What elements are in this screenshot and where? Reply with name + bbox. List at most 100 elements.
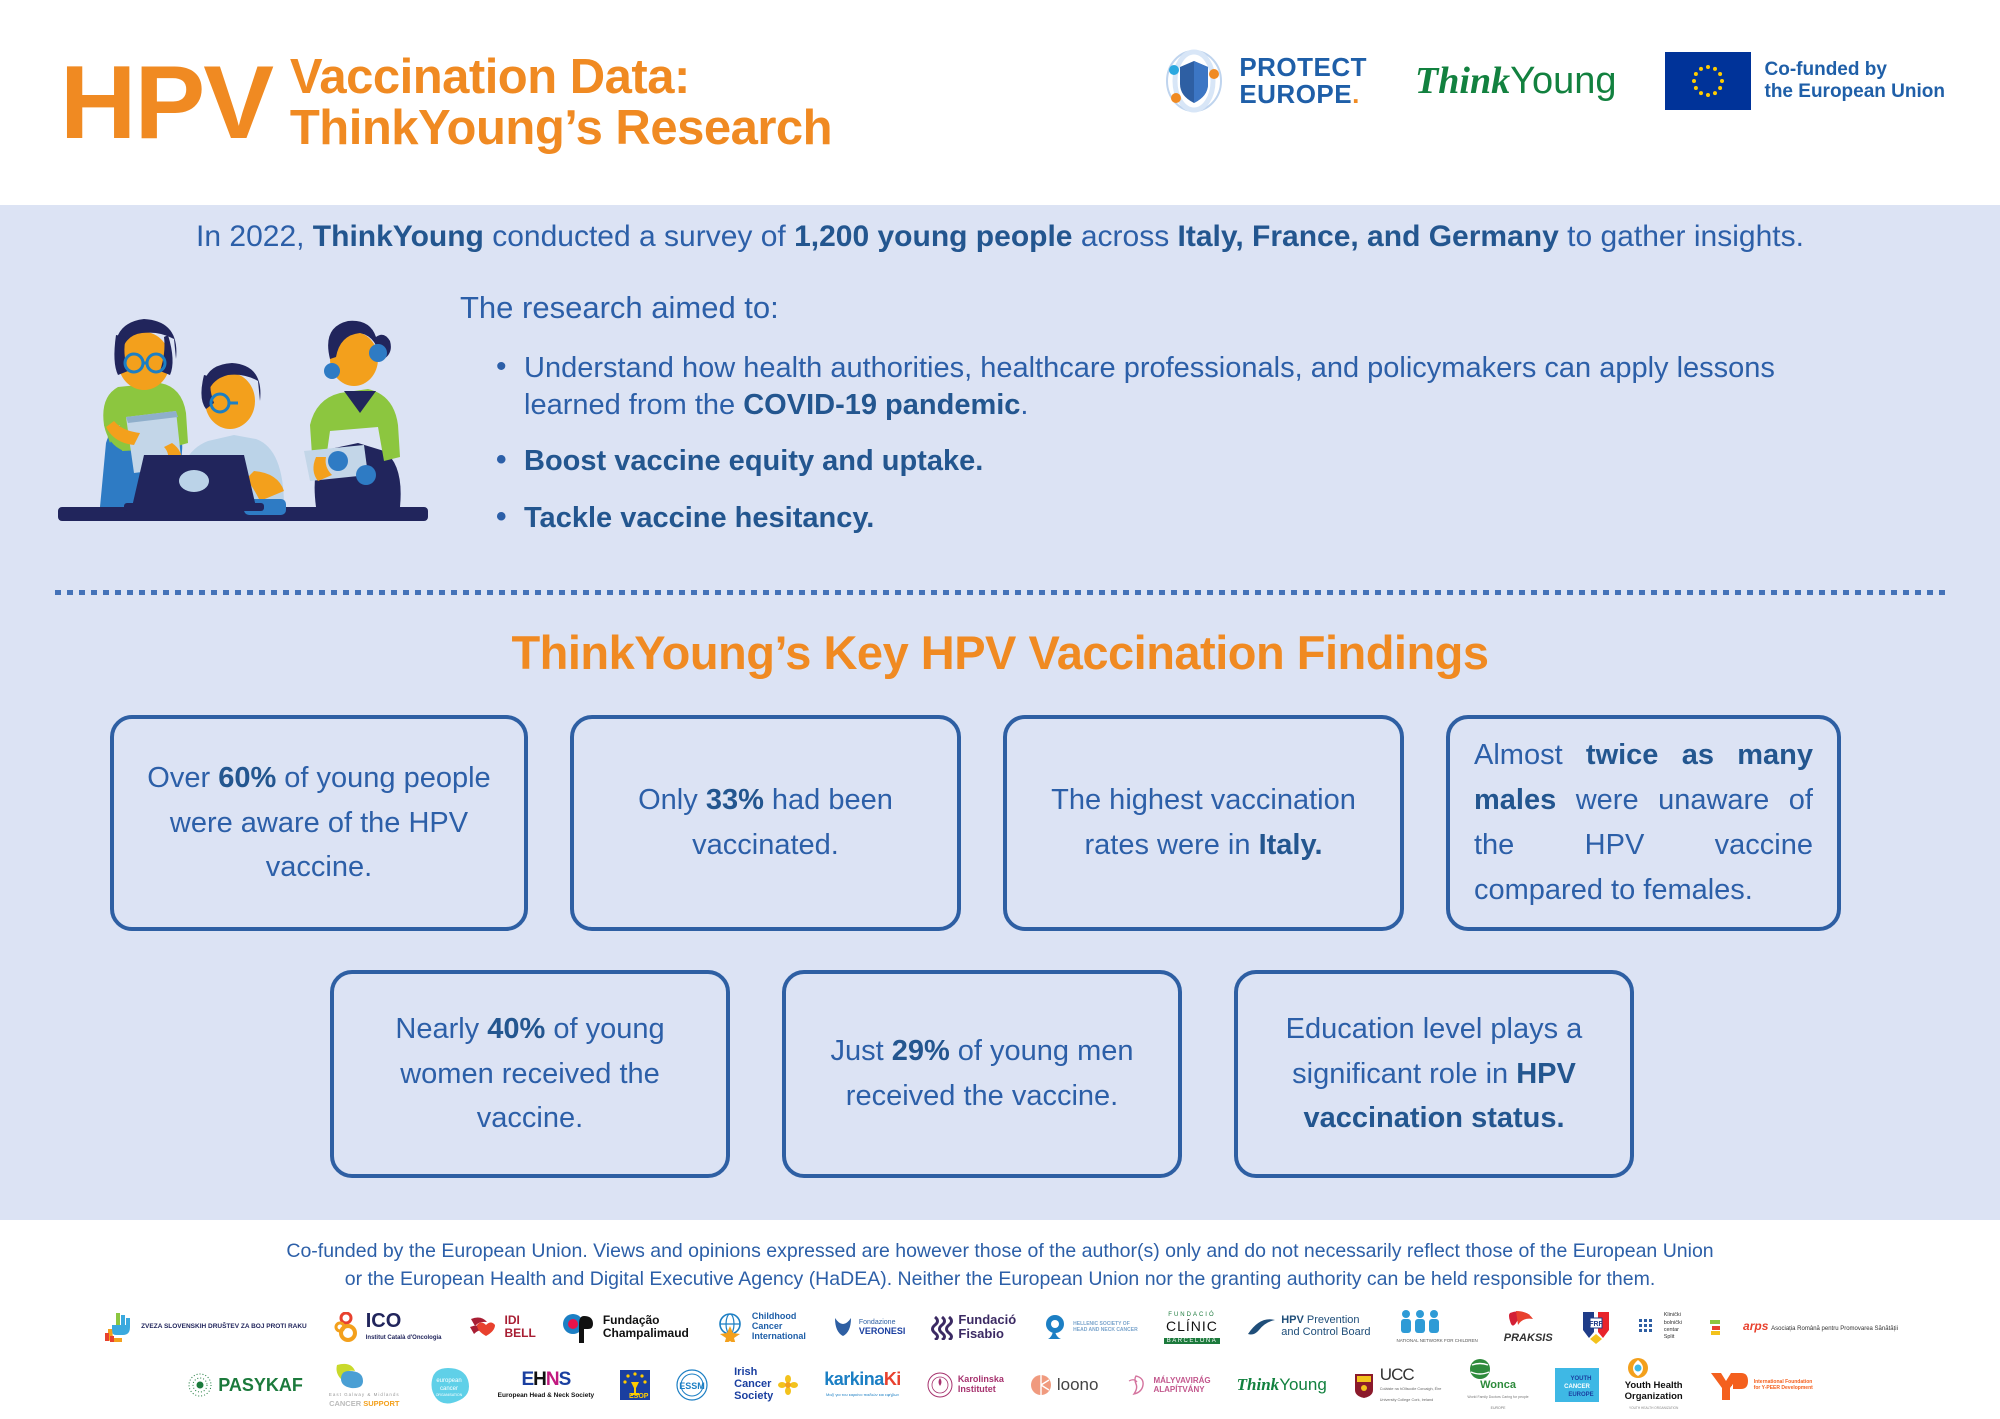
partner-label-ucc: UCC Coláiste na hOllscoile Corcaigh, Éir… [1379, 1364, 1442, 1402]
title-line-2: ThinkYoung’s Research [289, 100, 833, 155]
partner-logo-galway-cancer-support: East Galway & Midlands CANCER SUPPORT [329, 1360, 400, 1410]
youth-cancer-europe-icon: YOUTH CANCER EUROPE [1554, 1368, 1599, 1402]
aim-item-1: Understand how health authorities, healt… [492, 348, 1860, 423]
partner-logo-nnc: NATIONAL NETWORK FOR CHILDREN [1397, 1302, 1478, 1352]
finding-card-men-29: Just 29% of young men received the vacci… [782, 970, 1182, 1178]
partner-label-malyvavirag: MÁLYVAVIRÁG ALAPÍTVÁNY [1153, 1375, 1211, 1394]
champalimaud-cf-icon [562, 1311, 598, 1343]
partner-logo-row-2: PASYKAF East Galway & Midlands CANCER SU… [0, 1356, 2000, 1414]
idibell-swirl-icon [468, 1313, 500, 1341]
partner-logo-idibell: IDI BELL [468, 1302, 536, 1352]
findings-heading: ThinkYoung’s Key HPV Vaccination Finding… [511, 626, 1489, 679]
page-title: HPV Vaccination Data: ThinkYoung’s Resea… [59, 44, 833, 161]
title-hpv: HPV [59, 44, 274, 161]
disclaimer-line-1: Co-funded by the European Union. Views a… [286, 1240, 1714, 1262]
partner-logo-yce: YOUTH CANCER EUROPE [1554, 1360, 1599, 1410]
globe-star-icon [715, 1312, 747, 1342]
partner-logos: ZVEZA SLOVENSKIH DRUŠTEV ZA BOJ PROTI RA… [0, 1298, 2000, 1414]
daffodil-icon [778, 1375, 799, 1395]
aim-item-2: Boost vaccine equity and uptake. [492, 441, 1860, 480]
veronesi-v-icon [832, 1315, 854, 1339]
karolinska-seal-icon [927, 1372, 953, 1398]
finding-card-italy: The highest vaccination rates were in It… [1003, 715, 1404, 931]
frf-ribbon-icon: FRF [1579, 1310, 1613, 1344]
partner-logo-pasykaf: PASYKAF [187, 1360, 303, 1410]
intro-paragraph: In 2022, ThinkYoung conducted a survey o… [196, 220, 1804, 253]
partner-logo-ico: ICO Institut Català d'Oncologia [333, 1302, 442, 1352]
essm-seal-icon: ESSM [676, 1369, 708, 1401]
header-logos: PROTECT EUROPE. ThinkYoung [1161, 48, 1945, 114]
kbc-grid-icon [1638, 1319, 1659, 1335]
partner-logo-zveza: ZVEZA SLOVENSKIH DRUŠTEV ZA BOJ PROTI RA… [102, 1302, 307, 1352]
partner-logo-esop: ESOP [620, 1360, 651, 1410]
pasykaf-burst-icon [187, 1372, 213, 1398]
footer: Co-funded by the European Union. Views a… [0, 1220, 2000, 1419]
ucc-crest-icon [1353, 1372, 1375, 1398]
title-line-1: Vaccination Data: [289, 49, 690, 104]
shield-icon [1161, 48, 1227, 114]
partner-logo-karolinska: Karolinska Institutet [927, 1360, 1004, 1410]
main-content: In 2022, ThinkYoung conducted a survey o… [0, 205, 2000, 1220]
partner-logo-irish-cancer-society: Irish Cancer Society [734, 1360, 799, 1410]
eu-flag-icon [1664, 52, 1751, 110]
partner-logo-eco: european cancer ORGANISATION [426, 1360, 472, 1410]
partner-label-champalimaud: Fundação Champalimaud [602, 1312, 689, 1340]
partner-logo-praksis: PRAKSIS [1504, 1302, 1553, 1352]
research-aims: The research aimed to: Understand how he… [460, 290, 1860, 556]
header: HPV Vaccination Data: ThinkYoung’s Resea… [0, 0, 2000, 205]
malyvavirag-flower-icon [1124, 1373, 1148, 1397]
partner-label-karkinaki: karkinaKi Μαζί για του καρκίνο παιδιών κ… [824, 1369, 901, 1398]
partner-logo-yho: Youth Health Organization YOUTH HEALTH OR… [1625, 1357, 1683, 1413]
partner-label-veronesi: Fondazione VERONESI [858, 1318, 906, 1336]
eco-blob-icon: european cancer ORGANISATION [426, 1366, 472, 1404]
protect-europe-line2: EUROPE. [1239, 79, 1360, 109]
partner-logo-thinkyoung-footer: ThinkYoung [1237, 1360, 1327, 1410]
partner-label-zveza: ZVEZA SLOVENSKIH DRUŠTEV ZA BOJ PROTI RA… [141, 1322, 307, 1330]
partner-logo-ypeer: International Foundation for Y-PEER Devel… [1709, 1360, 1813, 1410]
partner-logo-veronesi: Fondazione VERONESI [832, 1302, 906, 1352]
partner-logo-karkinaki: karkinaKi Μαζί για του καρκίνο παιδιών κ… [824, 1360, 901, 1410]
eu-text-line1: Co-funded by [1764, 58, 1887, 80]
svg-text:european: european [436, 1378, 461, 1384]
partner-label-karolinska: Karolinska Institutet [957, 1374, 1004, 1394]
partner-label-yho: Youth Health Organization YOUTH HEALTH OR… [1625, 1357, 1683, 1413]
svg-text:ORGANISATION: ORGANISATION [435, 1393, 462, 1397]
partner-label-thinkyoung: ThinkYoung [1236, 1375, 1327, 1395]
partner-label-kbc-split: Klinički bolnički centar Split [1663, 1312, 1683, 1341]
loono-circle-icon [1030, 1374, 1052, 1396]
partner-logo-arps: arps Asociația Română pentru Promovarea … [1708, 1302, 1898, 1352]
fisabio-waves-icon [931, 1314, 954, 1340]
partner-logo-hpv-board: HPV Prevention and Control Board [1246, 1302, 1371, 1352]
partner-label-arps: arps Asociația Română pentru Promovarea … [1743, 1319, 1898, 1334]
partner-label-galway: East Galway & Midlands CANCER SUPPORT [329, 1361, 400, 1410]
partner-label-ypeer: International Foundation for Y-PEER Devel… [1753, 1379, 1813, 1391]
hshnc-head-icon [1042, 1313, 1068, 1341]
partner-label-irish: Irish Cancer Society [734, 1366, 774, 1402]
aim-item-3: Tackle vaccine hesitancy. [492, 498, 1860, 537]
esop-flag-icon: ESOP [620, 1370, 651, 1400]
partner-logo-kbc-split: Klinički bolnički centar Split [1638, 1302, 1683, 1352]
partner-logo-frf: FRF [1579, 1302, 1613, 1352]
partner-label-hshnc: HELLENIC SOCIETY OF HEAD AND NECK CANCER [1073, 1321, 1138, 1333]
svg-text:CANCER: CANCER [1564, 1384, 1590, 1390]
svg-text:ESSM: ESSM [679, 1381, 705, 1391]
partner-label-ehns: EHNS European Head & Neck Society [497, 1368, 595, 1399]
eu-text-line2: the European Union [1764, 81, 1946, 102]
section-divider [55, 590, 1945, 595]
partner-label-nnc: NATIONAL NETWORK FOR CHILDREN [1397, 1309, 1478, 1346]
partner-label-loono: loono [1056, 1375, 1099, 1395]
partner-logo-malyvavirag: MÁLYVAVIRÁG ALAPÍTVÁNY [1124, 1360, 1211, 1410]
partner-logo-row-1: ZVEZA SLOVENSKIH DRUŠTEV ZA BOJ PROTI RA… [0, 1298, 2000, 1356]
svg-text:FRF: FRF [1589, 1321, 1603, 1328]
partner-label-cci: Childhood Cancer International [751, 1311, 806, 1341]
ico-circles-icon [333, 1312, 361, 1342]
svg-text:EUROPE: EUROPE [1568, 1392, 1593, 1398]
svg-text:cancer: cancer [440, 1386, 458, 1392]
finding-card-awareness: Over 60% of young people were aware of t… [110, 715, 528, 931]
partner-logo-clinic: FUNDACIÓ CLÍNIC BARCELONA [1163, 1302, 1221, 1352]
partner-logo-essm: ESSM [676, 1360, 708, 1410]
partner-logo-champalimaud: Fundação Champalimaud [562, 1302, 689, 1352]
eu-cofunded-logo: Co-funded by the European Union [1664, 52, 1946, 110]
partner-label-idibell: IDI BELL [504, 1312, 536, 1340]
